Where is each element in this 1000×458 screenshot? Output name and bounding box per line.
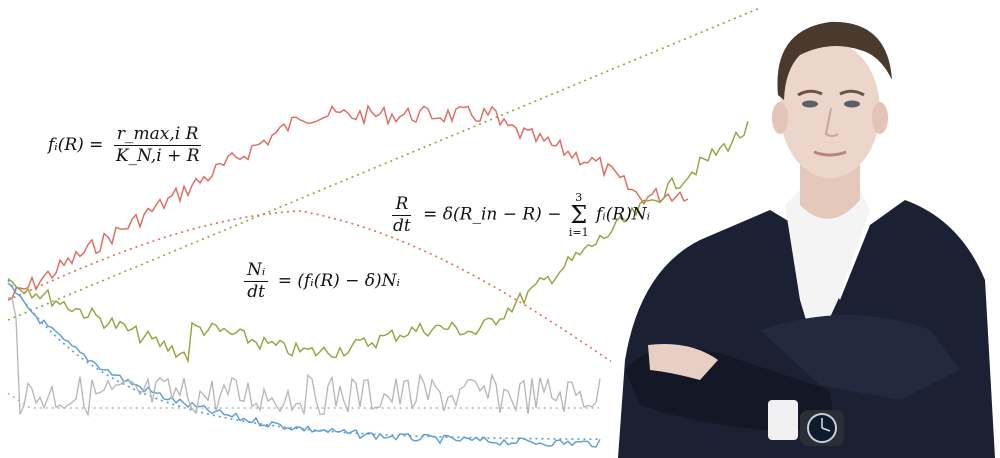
summation-upper: 3	[575, 191, 583, 204]
olive-series-line	[7, 121, 749, 364]
eye-right	[844, 100, 860, 108]
hand	[648, 344, 718, 380]
equation-resource-rhs-a: = δ(R_in − R) −	[423, 204, 562, 225]
equation-monod: fᵢ(R) = r_max,i R K_N,i + R	[48, 126, 207, 165]
brow-right	[839, 89, 865, 97]
equation-resource-lhs-denominator: dt	[393, 215, 411, 236]
wristwatch-icon	[800, 410, 844, 446]
equation-population-lhs-denominator: dt	[247, 282, 265, 302]
equation-resource-rhs-b: fᵢ(R)Nᵢ	[596, 204, 651, 225]
sigma-symbol: Σ	[570, 201, 588, 229]
ear-right	[872, 102, 888, 134]
ear-left	[772, 102, 788, 134]
red-dotted-curve	[7, 210, 612, 363]
equation-resource-lhs: R dt	[390, 195, 414, 236]
blue-series-line	[7, 282, 601, 448]
arm-left-sleeve	[760, 315, 960, 400]
shirt	[785, 185, 870, 350]
summation-symbol: 3 Σ i=1	[569, 192, 589, 238]
equation-monod-denominator: K_N,i + R	[115, 146, 200, 166]
equation-resource-lhs-numerator: R	[392, 195, 412, 216]
gray-series-line	[8, 296, 601, 417]
equation-monod-lhs: fᵢ(R) =	[48, 135, 104, 155]
equation-monod-numerator: r_max,i R	[113, 126, 202, 146]
red-series-line	[7, 104, 689, 301]
summation-lower: i=1	[568, 226, 589, 239]
equation-resource: R dt = δ(R_in − R) − 3 Σ i=1 fᵢ(R)Nᵢ	[386, 192, 650, 238]
nose	[824, 107, 839, 137]
equation-population-rhs: = (fᵢ(R) − δ)Nᵢ	[277, 271, 400, 291]
blue-dotted-curve	[7, 279, 600, 441]
gray-dotted-line	[7, 392, 599, 409]
equation-monod-fraction: r_max,i R K_N,i + R	[113, 126, 203, 165]
shirt-cuff	[768, 400, 798, 440]
eye-left	[802, 100, 818, 108]
mouth	[813, 150, 847, 157]
brow-left	[797, 89, 823, 97]
equation-population: Nᵢ dt = (fᵢ(R) − δ)Nᵢ	[240, 262, 400, 301]
equation-population-lhs: Nᵢ dt	[244, 262, 269, 302]
equation-population-lhs-numerator: Nᵢ	[244, 262, 269, 282]
hair	[777, 21, 892, 100]
